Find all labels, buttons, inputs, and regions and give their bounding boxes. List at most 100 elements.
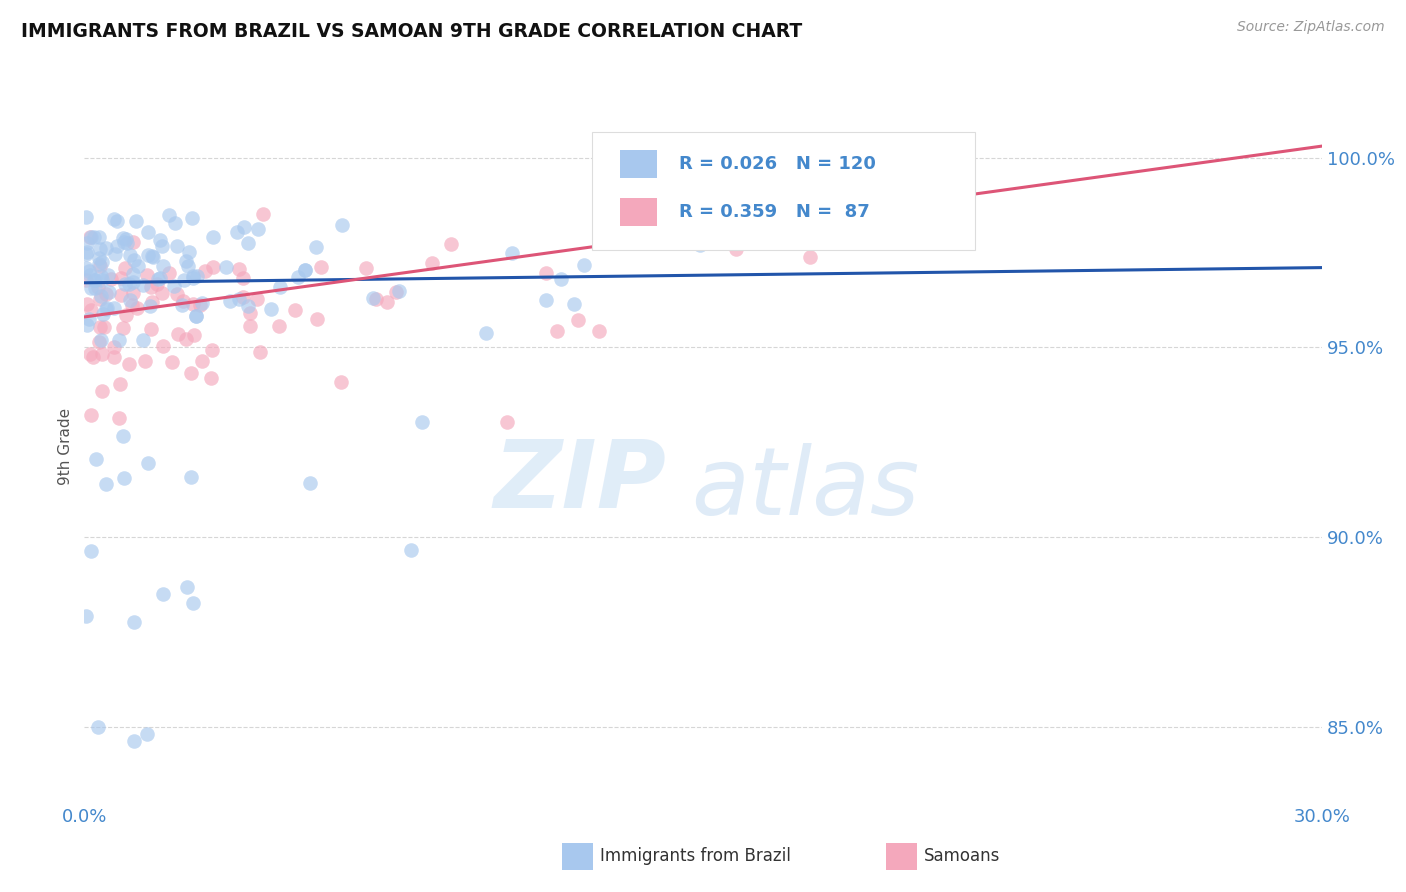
Point [112, 230, 135, 244]
Point [122, 252, 145, 267]
Point [232, 290, 254, 304]
Point [385, 285, 408, 300]
Point [108, 377, 131, 392]
Point [727, 161, 749, 176]
Point [90, 347, 112, 361]
Point [89, 259, 111, 273]
Point [724, 242, 747, 256]
Point [90, 268, 112, 283]
Point [191, 296, 214, 310]
Point [122, 267, 145, 281]
Point [311, 260, 333, 275]
Point [287, 269, 309, 284]
Point [96, 301, 118, 316]
Point [179, 245, 201, 260]
Point [136, 456, 159, 470]
Point [83, 273, 105, 287]
Point [502, 246, 524, 260]
Point [475, 326, 498, 341]
Point [260, 301, 283, 316]
Point [122, 286, 145, 301]
Point [226, 225, 249, 239]
Point [689, 238, 711, 252]
Point [79, 312, 101, 326]
Point [132, 333, 155, 347]
Point [181, 211, 204, 226]
Text: Samoans: Samoans [924, 847, 1000, 865]
Point [157, 266, 180, 280]
Point [330, 218, 353, 232]
Point [572, 258, 595, 272]
Point [239, 319, 262, 334]
Point [87, 251, 110, 265]
Point [89, 320, 111, 334]
Point [163, 279, 186, 293]
Point [294, 263, 316, 277]
Point [79, 230, 101, 244]
Point [160, 355, 183, 369]
Point [233, 220, 256, 235]
Point [79, 268, 101, 283]
Point [149, 270, 172, 285]
FancyBboxPatch shape [592, 132, 976, 250]
Point [118, 277, 141, 291]
Point [249, 345, 271, 359]
Point [80, 408, 103, 422]
Point [111, 321, 134, 335]
Point [202, 260, 225, 274]
Text: R = 0.026   N = 120: R = 0.026 N = 120 [679, 154, 876, 173]
Point [136, 248, 159, 262]
Point [103, 211, 125, 226]
Point [284, 303, 307, 318]
Point [150, 285, 173, 300]
Text: Source: ZipAtlas.com: Source: ZipAtlas.com [1237, 20, 1385, 34]
Point [80, 281, 103, 295]
Point [114, 232, 136, 246]
Point [201, 229, 224, 244]
Point [399, 542, 422, 557]
Point [75, 247, 97, 261]
Point [269, 318, 291, 333]
Point [269, 279, 291, 293]
Point [562, 297, 585, 311]
Text: ZIP: ZIP [494, 435, 666, 528]
Point [87, 280, 110, 294]
Point [534, 266, 557, 280]
Point [330, 375, 353, 389]
Point [149, 234, 172, 248]
Point [83, 273, 105, 287]
Point [239, 306, 262, 320]
Point [141, 322, 163, 336]
Point [550, 272, 572, 286]
Point [138, 225, 160, 239]
Point [177, 259, 200, 273]
Point [152, 259, 174, 273]
Point [174, 332, 197, 346]
Point [228, 261, 250, 276]
Point [103, 351, 125, 365]
Point [246, 222, 269, 236]
Text: IMMIGRANTS FROM BRAZIL VS SAMOAN 9TH GRADE CORRELATION CHART: IMMIGRANTS FROM BRAZIL VS SAMOAN 9TH GRA… [21, 22, 803, 41]
Point [134, 354, 156, 368]
Point [121, 298, 143, 312]
Point [180, 470, 202, 484]
Point [181, 595, 204, 609]
Point [420, 256, 443, 270]
Point [96, 268, 118, 282]
Point [176, 254, 198, 268]
FancyBboxPatch shape [620, 150, 657, 178]
Point [75, 261, 97, 276]
Point [166, 287, 188, 301]
Point [219, 293, 242, 308]
Point [76, 236, 98, 251]
Point [146, 272, 169, 286]
Point [170, 298, 193, 312]
Point [141, 279, 163, 293]
Point [91, 255, 114, 269]
Point [89, 292, 111, 306]
Point [94, 476, 117, 491]
Point [167, 327, 190, 342]
Point [567, 312, 589, 326]
Point [190, 354, 212, 368]
Point [87, 230, 110, 244]
